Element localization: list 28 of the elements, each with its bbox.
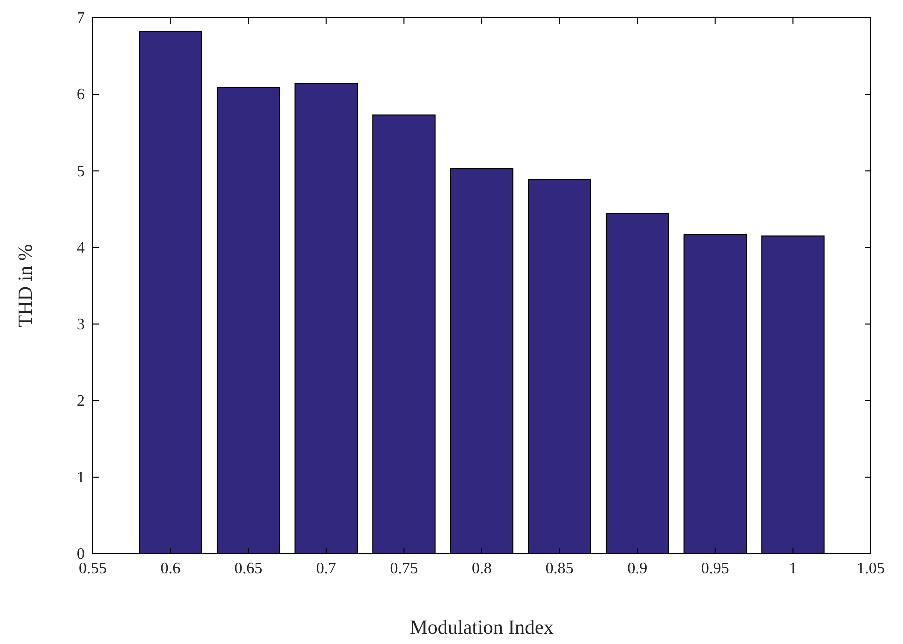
x-tick-label: 0.8	[472, 560, 492, 578]
y-tick-label: 5	[77, 163, 85, 180]
bar	[294, 83, 358, 554]
x-tick-label: 1	[789, 560, 798, 578]
bar	[372, 114, 436, 554]
y-tick-label: 6	[77, 86, 85, 104]
bar	[606, 214, 670, 554]
y-tick-label: 3	[77, 316, 85, 334]
x-tick-label: 0.75	[390, 560, 418, 578]
bar	[216, 87, 280, 554]
bar	[450, 168, 514, 554]
bar	[684, 234, 748, 554]
y-axis-title: THD in %	[15, 244, 37, 328]
y-tick-label: 1	[77, 470, 85, 487]
x-tick-label: 0.9	[628, 560, 648, 578]
y-tick-label: 2	[77, 392, 85, 410]
bar	[762, 236, 825, 554]
x-tick-label: 0.85	[546, 560, 574, 578]
bar	[528, 179, 592, 554]
x-tick-label: 0.95	[701, 560, 730, 578]
x-tick-label: 0.6	[160, 560, 181, 578]
x-tick-label: 0.65	[234, 560, 263, 578]
bar	[139, 31, 202, 554]
y-tick-label: 4	[77, 240, 85, 257]
x-tick-label: 0.7	[316, 560, 336, 578]
x-axis-title: Modulation Index	[410, 617, 554, 639]
y-tick-label: 7	[77, 10, 85, 28]
x-tick-label: 1.05	[857, 560, 885, 578]
